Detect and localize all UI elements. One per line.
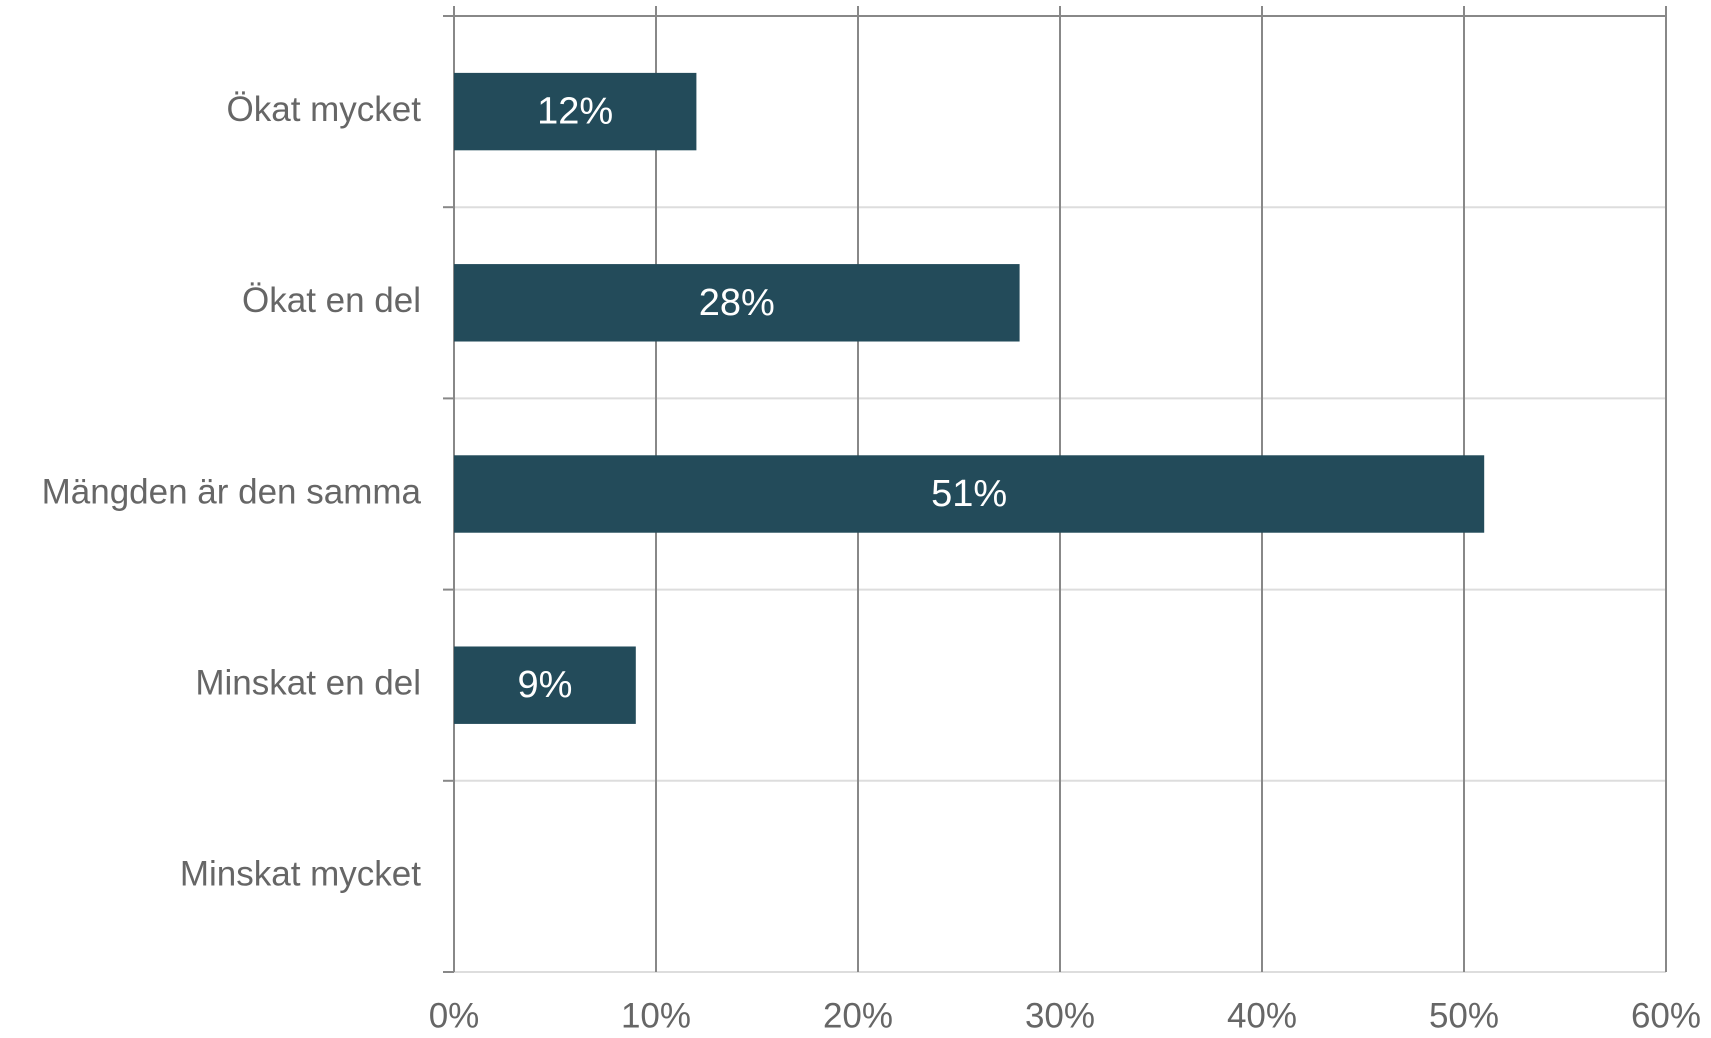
value-label: 9% [517, 664, 572, 706]
y-tick-label: Minskat en del [195, 663, 421, 702]
x-tick-label: 30% [1025, 996, 1095, 1035]
y-tick-label: Ökat mycket [227, 90, 422, 129]
y-tick-label: Mängden är den samma [42, 472, 422, 511]
value-label: 51% [931, 473, 1007, 515]
x-tick-label: 50% [1429, 996, 1499, 1035]
y-tick-label: Minskat mycket [180, 855, 421, 894]
x-tick-label: 60% [1631, 996, 1701, 1035]
x-tick-label: 40% [1227, 996, 1297, 1035]
bar [454, 264, 1020, 342]
bar [454, 72, 697, 151]
x-tick-label: 20% [823, 996, 893, 1035]
bar [454, 646, 636, 724]
y-tick-label: Ökat en del [242, 281, 421, 320]
x-tick-label: 10% [621, 996, 691, 1035]
x-tick-label: 0% [429, 996, 480, 1035]
value-label: 28% [699, 282, 775, 324]
bar [454, 455, 1485, 533]
value-label: 12% [537, 91, 613, 133]
